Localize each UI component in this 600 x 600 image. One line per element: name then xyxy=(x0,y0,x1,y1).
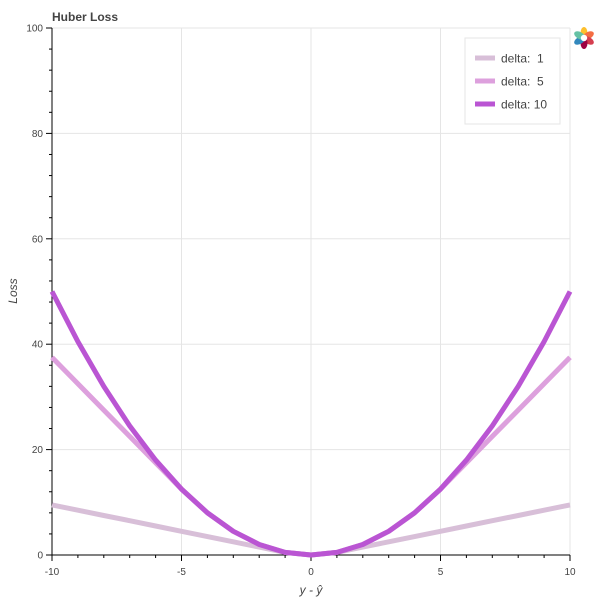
legend-item: delta: 1 xyxy=(475,52,544,66)
bokeh-logo-icon[interactable] xyxy=(573,27,596,49)
y-tick-label: 40 xyxy=(32,340,44,351)
y-tick-label: 20 xyxy=(32,445,44,456)
x-tick-label: -10 xyxy=(45,567,60,578)
legend-item: delta: 10 xyxy=(475,98,547,112)
series-lines xyxy=(49,290,573,558)
y-tick-label: 80 xyxy=(32,129,44,140)
legend-label: delta: 10 xyxy=(501,98,547,112)
x-axis-label: y - ŷ xyxy=(299,583,324,597)
series-line-3 xyxy=(49,290,573,558)
y-axis-label: Loss xyxy=(6,278,20,303)
legend: delta: 1 delta: 5 delta: 10 xyxy=(464,37,561,125)
y-tick-label: 100 xyxy=(26,24,43,35)
x-tick-label: 5 xyxy=(438,567,444,578)
x-tick-label: 0 xyxy=(308,567,314,578)
legend-label: delta: 5 xyxy=(501,75,544,89)
x-tick-label: 10 xyxy=(564,567,576,578)
x-tick-label: -5 xyxy=(177,567,186,578)
chart-title: Huber Loss xyxy=(52,10,118,24)
grid-lines xyxy=(51,27,571,556)
y-tick-label: 60 xyxy=(32,234,44,245)
logo-petals xyxy=(574,27,594,49)
legend-item: delta: 5 xyxy=(475,75,544,89)
legend-label: delta: 1 xyxy=(501,52,544,66)
y-tick-label: 0 xyxy=(37,551,43,562)
